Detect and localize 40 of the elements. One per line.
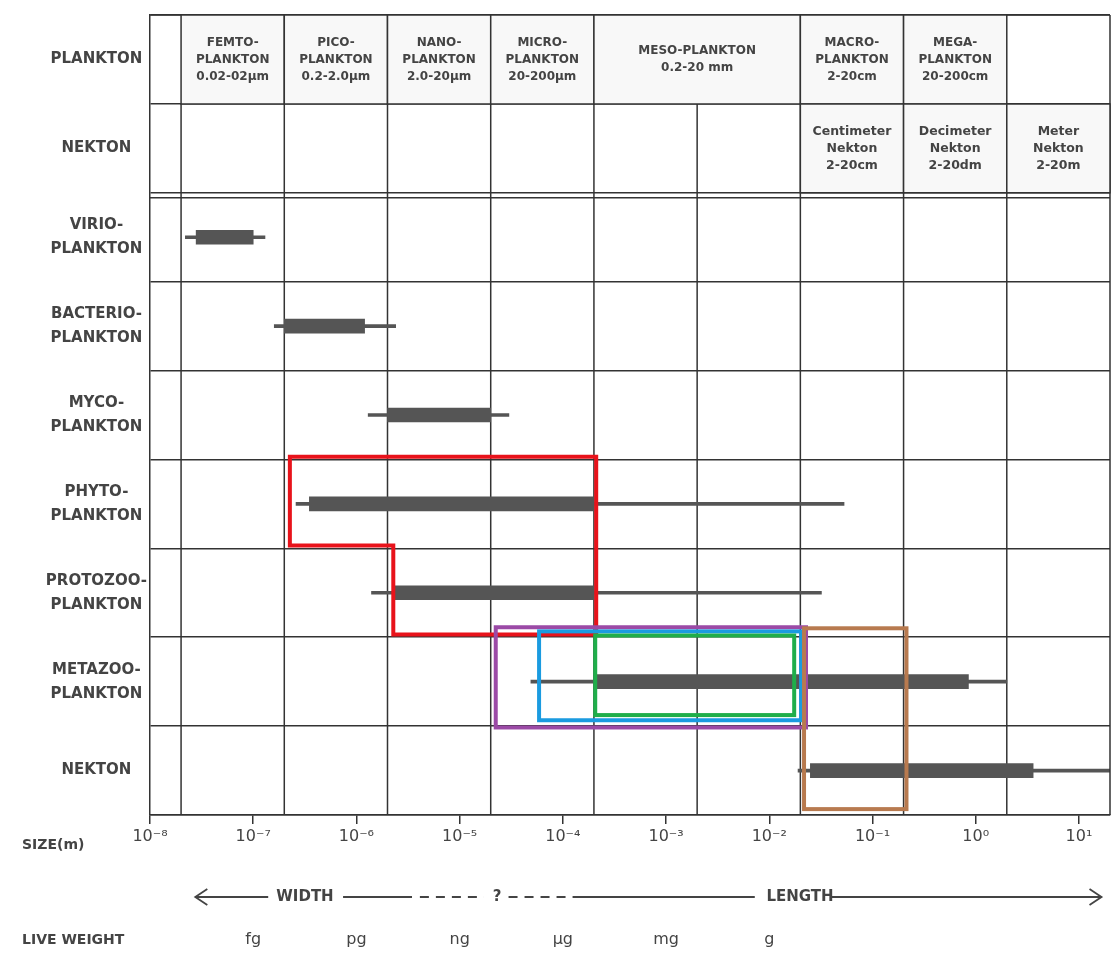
text: µg <box>552 929 574 949</box>
y-tick-label: PLANKTON <box>50 49 143 68</box>
band-label: MEGA- PLANKTON 20-200cm <box>918 34 992 83</box>
y-tick-label: VIRIO- PLANKTON <box>50 215 143 258</box>
x-tick-label: 10⁰ <box>962 825 990 845</box>
band-label: Meter Nekton 2-20m <box>1033 122 1084 172</box>
y-tick-label: BACTERIO- PLANKTON <box>50 304 143 346</box>
y-tick-label: PHYTO- PLANKTON <box>50 481 143 524</box>
x-tick-label: 10⁻³ <box>648 825 684 845</box>
y-tick-label: NEKTON <box>61 760 132 779</box>
text: WIDTH <box>276 886 334 905</box>
band-label: FEMTO- PLANKTON 0.02-02µm <box>195 34 270 83</box>
x-tick-label: 10¹ <box>1065 825 1093 845</box>
x-tick-label: 10⁻⁸ <box>132 825 168 845</box>
text: ? <box>492 886 502 905</box>
y-tick-label: NEKTON <box>61 138 132 157</box>
text: ng <box>449 929 470 949</box>
band-label: MESO-PLANKTON 0.2-20 mm <box>638 43 756 75</box>
x-tick-label: 10⁻² <box>751 825 787 845</box>
text: mg <box>653 929 679 949</box>
band-label: NANO- PLANKTON 2.0-20µm <box>402 34 476 83</box>
x-tick-label: 10⁻⁵ <box>442 825 478 845</box>
text: LIVE WEIGHT <box>22 930 125 947</box>
band-label: PICO- PLANKTON 0.2-2.0µm <box>299 34 373 83</box>
x-tick-label: 10⁻⁷ <box>235 825 271 845</box>
text: g <box>764 929 775 949</box>
x-tick-label: 10⁻⁴ <box>545 825 581 845</box>
band-label: Decimeter Nekton 2-20dm <box>918 122 993 172</box>
y-tick-label: METAZOO- PLANKTON <box>50 659 143 702</box>
text: LENGTH <box>766 886 834 905</box>
y-tick-label: PROTOZOO- PLANKTON <box>45 570 147 613</box>
x-tick-label: 10⁻¹ <box>854 825 891 845</box>
text: fg <box>245 929 262 949</box>
band-label: MICRO- PLANKTON 20-200µm <box>505 34 580 83</box>
band-label: Centimeter Nekton 2-20cm <box>812 122 893 172</box>
y-tick-label: MYCO- PLANKTON <box>50 392 143 435</box>
band-label: MACRO- PLANKTON 2-20cm <box>815 34 889 83</box>
x-tick-label: 10⁻⁶ <box>338 825 375 845</box>
x-axis-title: SIZE(m) <box>22 835 85 852</box>
text: pg <box>346 929 367 949</box>
